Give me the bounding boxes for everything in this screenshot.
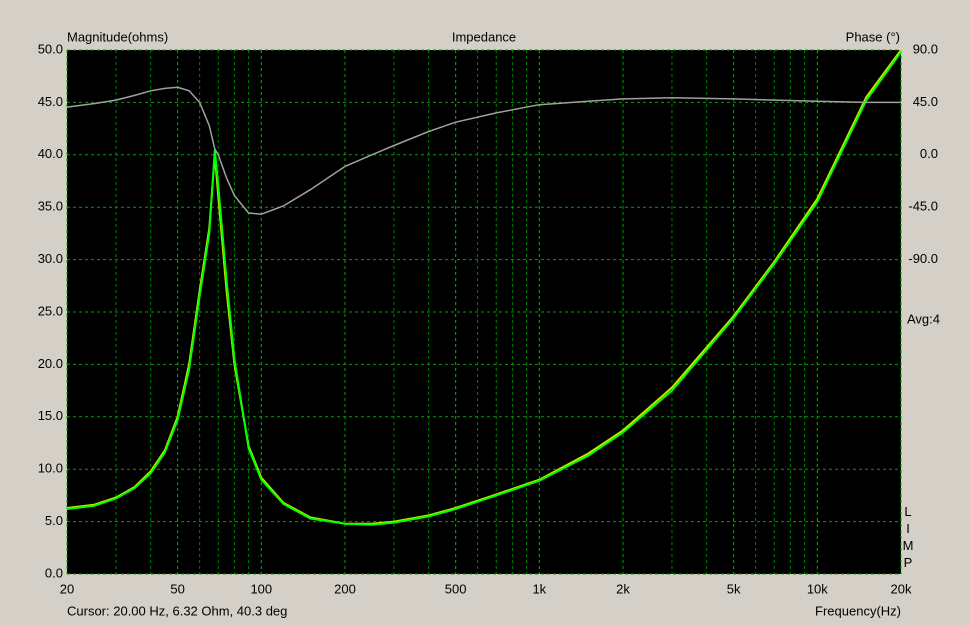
y-tick-label: 50.0 (38, 41, 63, 56)
x-tick-label: 200 (334, 581, 356, 596)
x-tick-label: 10k (807, 581, 828, 596)
x-tick-label: 2k (616, 581, 630, 596)
y2-tick-label: 45.0 (913, 94, 938, 109)
y-tick-label: 40.0 (38, 146, 63, 161)
y-tick-label: 5.0 (45, 513, 63, 528)
annotation: Avg:4 (907, 311, 940, 326)
y2-tick-label: 90.0 (913, 41, 938, 56)
data-line (66, 86, 901, 215)
x-tick-label: 100 (250, 581, 272, 596)
y-tick-label: 10.0 (38, 461, 63, 476)
x-tick-label: 1k (532, 581, 546, 596)
y-tick-label: 30.0 (38, 251, 63, 266)
y2-tick-label: 0.0 (920, 146, 938, 161)
x-tick-label: 500 (445, 581, 467, 596)
status-text: Cursor: 20.00 Hz, 6.32 Ohm, 40.3 deg (67, 603, 287, 618)
x-tick-label: 20k (891, 581, 912, 596)
y2-tick-label: -45.0 (908, 199, 938, 214)
chart-title: Impedance (452, 29, 516, 44)
x-axis-label: Frequency(Hz) (815, 603, 901, 618)
y-axis-label: Magnitude(ohms) (67, 29, 168, 44)
y-tick-label: 25.0 (38, 303, 63, 318)
data-line (66, 51, 902, 526)
x-tick-label: 20 (60, 581, 74, 596)
y2-axis-label: Phase (°) (846, 29, 900, 44)
side-label: LIMP (901, 504, 916, 572)
x-tick-label: 50 (170, 581, 184, 596)
y-tick-label: 35.0 (38, 199, 63, 214)
y-tick-label: 20.0 (38, 356, 63, 371)
y-tick-label: 45.0 (38, 94, 63, 109)
y-tick-label: 0.0 (45, 565, 63, 580)
y-tick-label: 15.0 (38, 408, 63, 423)
x-tick-label: 5k (727, 581, 741, 596)
y2-tick-label: -90.0 (908, 251, 938, 266)
